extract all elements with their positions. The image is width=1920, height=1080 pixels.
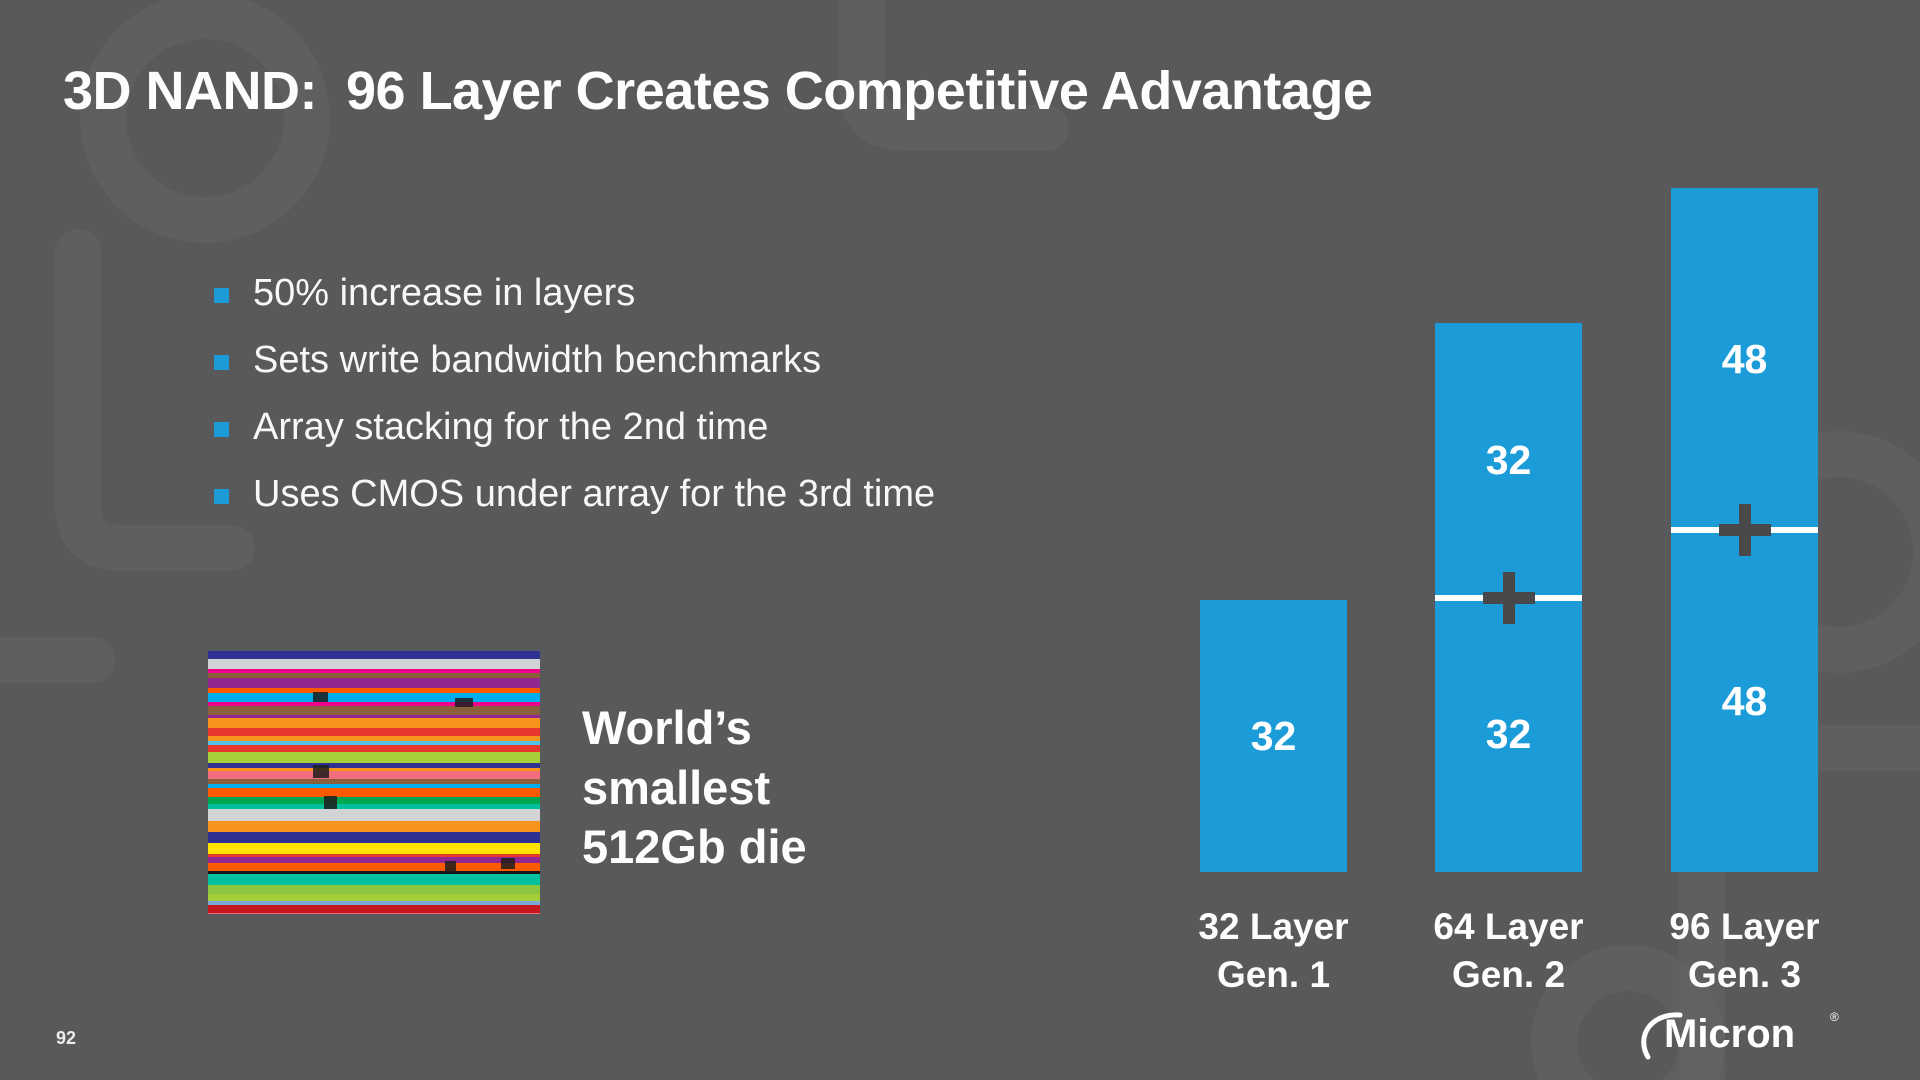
stack-divider-line (1435, 571, 1582, 624)
bar-segment: 32 (1200, 600, 1347, 872)
die-stripe (208, 797, 540, 804)
die-stripe (208, 768, 540, 771)
die-stripe (208, 863, 540, 871)
bullet-square-icon (214, 288, 229, 303)
bar-segment: 32 (1435, 323, 1582, 598)
bullet-text: Array stacking for the 2nd time (253, 406, 769, 448)
die-stripe (208, 659, 540, 669)
caption: World’s smallest 512Gb die (582, 698, 807, 877)
die-defect-mark (312, 765, 330, 778)
caption-line: smallest (582, 760, 771, 814)
die-stripe (208, 832, 540, 843)
bullet-square-icon (214, 489, 229, 504)
bullet-text: Sets write bandwidth benchmarks (253, 339, 822, 381)
micron-logo: Micron ® (1634, 1003, 1864, 1068)
bar-segment: 48 (1671, 530, 1818, 872)
bar-value-label: 48 (1721, 335, 1768, 382)
die-stripe (208, 688, 540, 693)
die-stripe (208, 913, 540, 914)
die-stripe (208, 871, 540, 874)
plus-icon (1718, 504, 1771, 556)
die-stripe (208, 678, 540, 688)
caption-line: World’s (582, 701, 752, 754)
die-stripe (208, 736, 540, 741)
logo-trademark: ® (1830, 1010, 1839, 1024)
die-stripe (208, 874, 540, 885)
die-stripe (208, 706, 540, 715)
plus-icon (1482, 571, 1535, 624)
die-stripe (208, 857, 540, 863)
die-stripe (208, 784, 540, 788)
bullet-list: 50% increase in layers Sets write bandwi… (214, 272, 935, 516)
die-stripe (208, 788, 540, 797)
die-stripe (208, 885, 540, 894)
die-stripe (208, 651, 540, 659)
bar-segment: 48 (1671, 188, 1818, 530)
bar-segment: 32 (1435, 598, 1582, 873)
caption-line: 512Gb die (582, 820, 807, 874)
bar-value-label: 32 (1250, 712, 1297, 759)
stack-divider-line (1671, 504, 1818, 556)
bullet-item: 50% increase in layers (214, 272, 935, 315)
die-stripe (208, 779, 540, 784)
bar-value-label: 48 (1721, 677, 1768, 724)
die-stripe (208, 821, 540, 832)
die-stripe (208, 763, 540, 768)
bullet-text: Uses CMOS under array for the 3rd time (253, 473, 936, 515)
bullet-item: Array stacking for the 2nd time (214, 406, 935, 449)
chart-bar-2: 32 32 (1435, 323, 1582, 872)
bullet-text: 50% increase in layers (253, 272, 636, 314)
die-stripe (208, 741, 540, 745)
die-defect-mark (323, 796, 337, 809)
slide-title: 3D NAND: 96 Layer Creates Competitive Ad… (63, 61, 1373, 121)
bullet-square-icon (214, 355, 229, 370)
die-defect-mark (454, 698, 473, 708)
die-stripe (208, 745, 540, 752)
page-number: 92 (56, 1028, 77, 1048)
die-stripe (208, 854, 540, 857)
die-stripe (208, 693, 540, 702)
die-stripe (208, 843, 540, 854)
die-stripe (208, 809, 540, 812)
bar-category-label: 96 Layer Gen. 3 (1669, 906, 1820, 996)
die-stripe (208, 715, 540, 718)
die-stripe (208, 894, 540, 901)
die-stripe (208, 905, 540, 913)
bar-category-label: 64 Layer Gen. 2 (1433, 906, 1584, 996)
die-defect-mark (445, 861, 456, 872)
bar-value-label: 32 (1485, 711, 1532, 758)
die-stripe (208, 752, 540, 756)
die-stripe (208, 901, 540, 905)
bar-value-label: 32 (1485, 436, 1532, 483)
die-stripe (208, 756, 540, 763)
chart-bar-1: 32 (1200, 600, 1347, 872)
die-stripe (208, 771, 540, 779)
die-stripe (208, 702, 540, 706)
bullet-item: Sets write bandwidth benchmarks (214, 339, 935, 382)
die-defect-mark (501, 857, 515, 870)
die-stripe (208, 812, 540, 821)
die-stripe (208, 669, 540, 673)
bullet-square-icon (214, 422, 229, 437)
die-stripe (208, 728, 540, 736)
die-stripe (208, 673, 540, 678)
chart-bar-3: 48 48 (1671, 188, 1818, 872)
bullet-item: Uses CMOS under array for the 3rd time (214, 473, 935, 516)
bar-category-label: 32 Layer Gen. 1 (1198, 906, 1349, 996)
die-stripe (208, 804, 540, 809)
die-defect-mark (312, 692, 329, 703)
logo-wordmark: Micron (1664, 1012, 1795, 1056)
die-photo-image (208, 651, 540, 914)
logo-swoosh-icon (1641, 1012, 1683, 1060)
die-stripe (208, 718, 540, 728)
